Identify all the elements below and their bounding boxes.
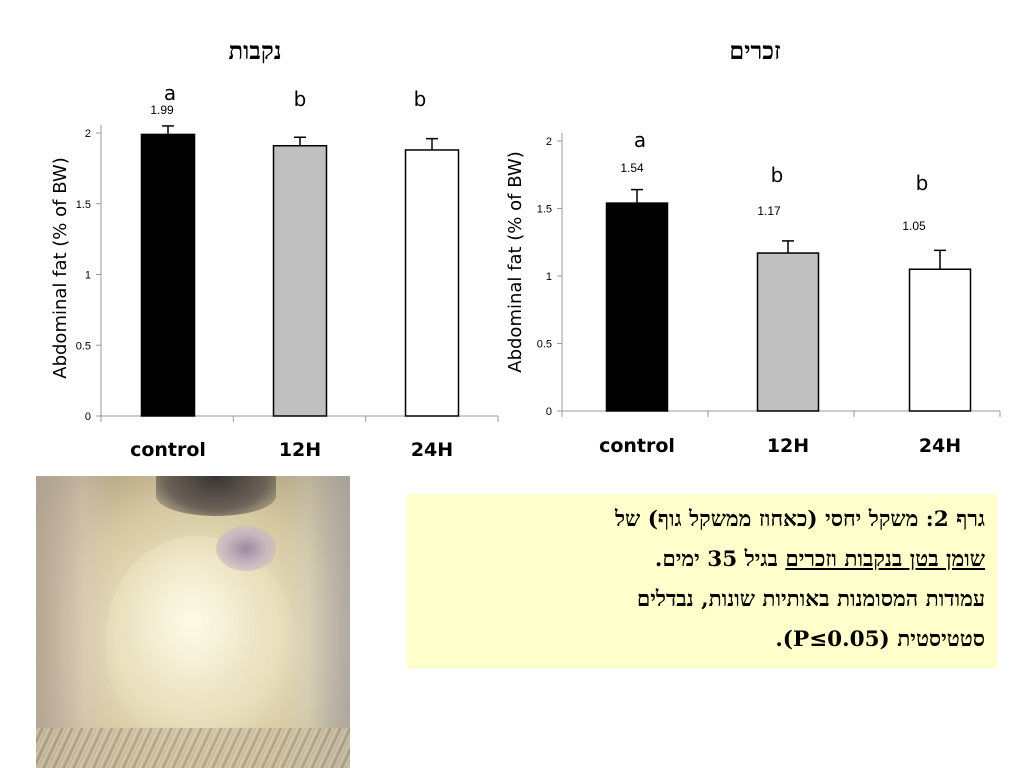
caption-line-2: שומן בטן בנקבות וזכרים בגיל 35 ימים. [419,540,985,580]
bar [756,252,820,412]
y-tick-label: 1 [85,270,91,282]
bar [272,144,328,417]
bar [140,133,196,417]
x-category-label: control [599,435,675,457]
caption-line-3: עמודות המסומנות באותיות שונות, נבדלים [636,587,985,612]
caption-box: גרף 2: משקל יחסי (כאחוז ממשקל גוף) של שו… [407,494,997,668]
bar [908,268,972,412]
y-axis-label: Abdominal fat (% of BW) [505,151,526,372]
y-tick-label: 0.5 [537,339,552,351]
significance-letter: b [916,171,929,195]
caption-line-1: גרף 2: משקל יחסי (כאחוז ממשקל גוף) של [614,507,985,532]
x-category-label: control [130,439,206,461]
significance-letter: a [634,128,646,152]
x-category-label: 24H [919,435,961,457]
caption-line-2-rest: בגיל 35 ימים. [654,547,786,572]
significance-letter: b [771,163,784,187]
significance-letter: b [414,87,427,111]
y-tick-label: 2 [546,136,552,148]
significance-letter: a [164,81,176,105]
y-tick-label: 1.5 [76,199,91,211]
y-tick-label: 1 [546,271,552,283]
x-category-label: 24H [411,439,453,461]
data-value-label: 1.17 [757,204,781,218]
significance-letter: b [294,87,307,111]
y-tick-label: 0 [546,406,552,418]
data-value-label: 1.99 [150,103,174,117]
caption-underlined-text: שומן בטן בנקבות וזכרים [785,547,985,572]
y-tick-label: 2 [85,128,91,140]
y-axis-label: Abdominal fat (% of BW) [50,157,71,378]
x-category-label: 12H [767,435,809,457]
y-tick-label: 0 [85,411,91,423]
x-category-label: 12H [279,439,321,461]
data-value-label: 1.05 [902,219,926,233]
y-tick-label: 1.5 [537,204,552,216]
abdominal-fat-photo [36,476,350,768]
y-tick-label: 0.5 [76,340,91,352]
caption-line-4: סטטיסטית (P≤0.05). [775,627,985,652]
chart-title-females: נקבות [228,36,282,65]
bar [605,202,669,412]
data-value-label: 1.54 [620,161,644,175]
bar [404,149,460,417]
chart-title-males: זכרים [729,36,781,65]
